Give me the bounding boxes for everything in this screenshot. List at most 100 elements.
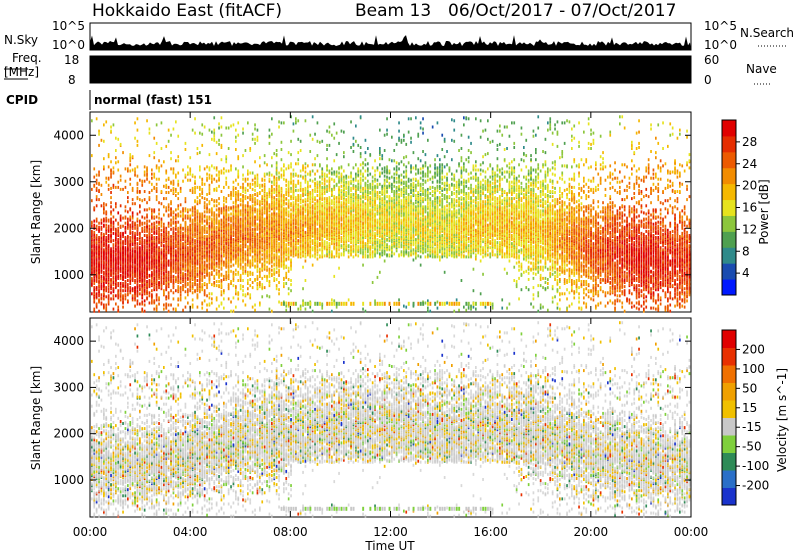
- power-cell: [153, 308, 155, 311]
- power-cell: [170, 200, 172, 203]
- power-cell: [120, 175, 122, 178]
- power-cell: [96, 204, 98, 207]
- power-cell: [276, 271, 278, 274]
- power-cell: [233, 186, 235, 189]
- power-cell: [98, 198, 100, 201]
- power-cell: [230, 224, 232, 227]
- power-cell: [300, 205, 302, 208]
- power-cell: [182, 284, 184, 287]
- power-cell: [149, 220, 151, 223]
- power-cell: [252, 188, 254, 191]
- power-cell: [192, 187, 194, 190]
- power-cell: [235, 292, 237, 295]
- nsky-label: N.Sky: [4, 33, 38, 47]
- power-cell: [242, 186, 244, 189]
- power-cell: [216, 272, 218, 275]
- power-cell: [235, 187, 237, 190]
- power-cell: [242, 194, 244, 197]
- power-cell: [300, 244, 302, 247]
- power-cell: [146, 265, 148, 268]
- power-cell: [225, 205, 227, 208]
- power-cell: [223, 275, 225, 278]
- power-cell: [134, 227, 136, 230]
- power-cell: [156, 183, 158, 186]
- power-cell: [247, 173, 249, 176]
- power-cell: [235, 289, 237, 292]
- power-cell: [199, 151, 201, 154]
- power-cell: [235, 269, 237, 272]
- power-cell: [295, 173, 297, 176]
- power-cell: [295, 219, 297, 222]
- power-cell: [252, 179, 254, 182]
- power-cell: [189, 208, 191, 211]
- power-cell: [165, 303, 167, 306]
- power-cell: [158, 217, 160, 220]
- power-cell: [213, 218, 215, 221]
- power-cell: [259, 239, 261, 242]
- power-cell: [110, 278, 112, 281]
- power-cell: [175, 276, 177, 279]
- power-cell: [105, 217, 107, 220]
- power-cell: [158, 303, 160, 306]
- power-cell: [278, 194, 280, 197]
- power-cell: [101, 204, 103, 207]
- power-cell: [194, 233, 196, 236]
- power-cell: [293, 239, 295, 242]
- power-cell: [175, 221, 177, 224]
- power-cell: [218, 197, 220, 200]
- power-cell: [141, 227, 143, 230]
- power-cell: [233, 231, 235, 234]
- power-cell: [288, 247, 290, 250]
- power-cell: [117, 282, 119, 285]
- power-cell: [185, 268, 187, 271]
- power-cell: [137, 175, 139, 178]
- power-cell: [278, 189, 280, 192]
- power-cell: [302, 266, 304, 269]
- power-cell: [297, 151, 299, 154]
- power-cell: [125, 216, 127, 219]
- power-cell: [170, 157, 172, 160]
- power-cell: [228, 297, 230, 300]
- power-cell: [103, 202, 105, 205]
- power-cell: [295, 184, 297, 187]
- power-cell: [213, 281, 215, 284]
- power-cell: [213, 199, 215, 202]
- power-cell: [132, 294, 134, 297]
- power-cell: [201, 226, 203, 229]
- power-cell: [201, 213, 203, 216]
- power-cell: [285, 188, 287, 191]
- power-cell: [209, 225, 211, 228]
- power-cell: [228, 170, 230, 173]
- power-cell: [211, 271, 213, 274]
- power-cell: [281, 237, 283, 240]
- power-cell: [223, 297, 225, 300]
- power-cell: [122, 289, 124, 292]
- power-cell: [108, 234, 110, 237]
- power-cell: [237, 204, 239, 207]
- power-cell: [177, 213, 179, 216]
- power-cell: [113, 287, 115, 290]
- power-cell: [197, 209, 199, 212]
- power-cell: [257, 223, 259, 226]
- power-cell: [129, 153, 131, 156]
- power-cell: [225, 155, 227, 158]
- power-cell: [134, 222, 136, 225]
- power-cell: [110, 187, 112, 190]
- power-cell: [110, 160, 112, 163]
- power-cell: [259, 268, 261, 271]
- power-cell: [288, 199, 290, 202]
- power-cell: [153, 236, 155, 239]
- power-cell: [182, 213, 184, 216]
- power-cell: [96, 234, 98, 237]
- power-cell: [230, 310, 232, 313]
- power-cell: [225, 245, 227, 248]
- power-cell: [105, 278, 107, 281]
- power-cell: [261, 286, 263, 289]
- power-cell: [199, 176, 201, 179]
- power-cell: [201, 276, 203, 279]
- power-cell: [213, 241, 215, 244]
- power-cell: [245, 149, 247, 152]
- power-cell: [105, 224, 107, 227]
- power-cell: [158, 166, 160, 169]
- power-cell: [146, 234, 148, 237]
